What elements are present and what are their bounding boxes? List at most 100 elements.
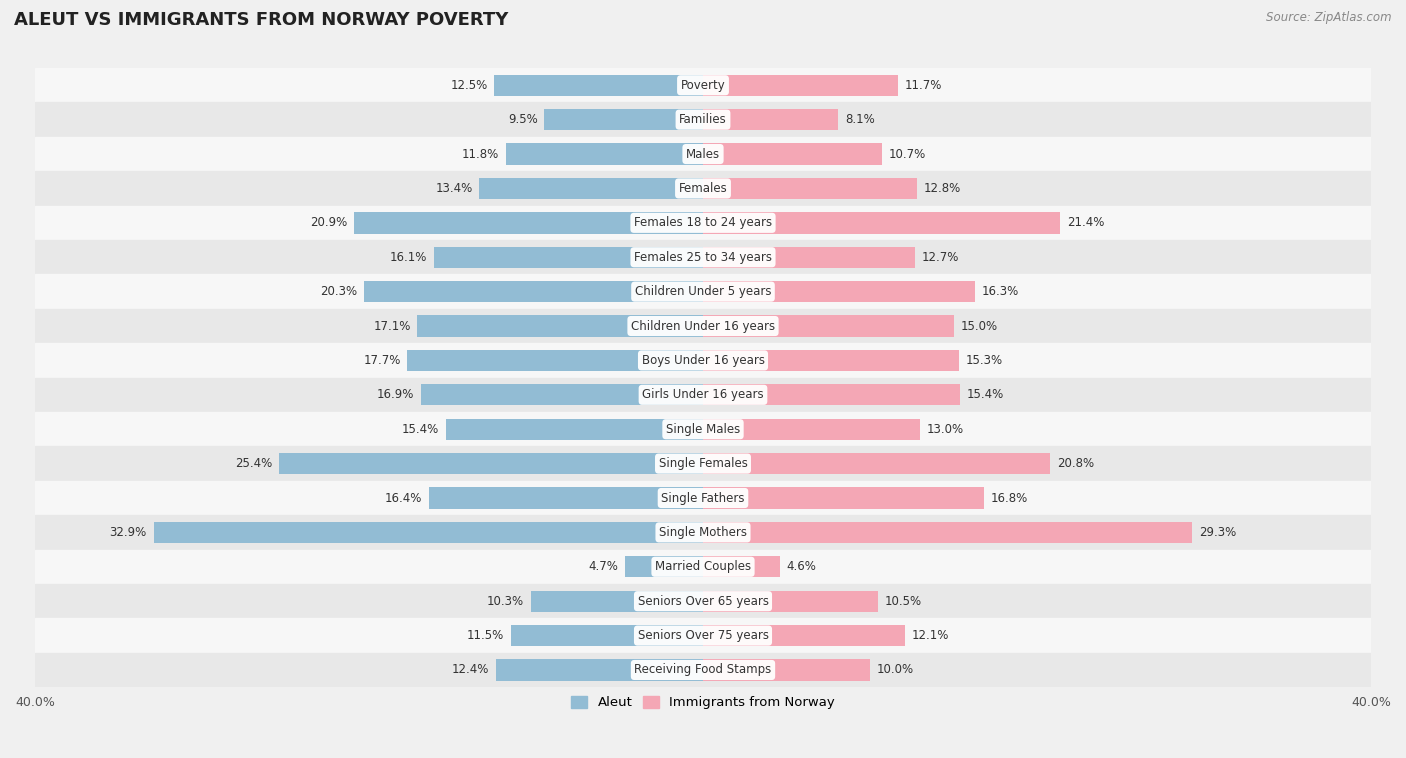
Text: 12.7%: 12.7% xyxy=(922,251,959,264)
Bar xyxy=(35,102,1371,137)
Text: Females: Females xyxy=(679,182,727,195)
Text: 11.5%: 11.5% xyxy=(467,629,505,642)
Text: 29.3%: 29.3% xyxy=(1199,526,1236,539)
Text: Single Mothers: Single Mothers xyxy=(659,526,747,539)
Bar xyxy=(506,143,703,164)
Bar xyxy=(35,137,1371,171)
Bar xyxy=(420,384,703,406)
Text: 9.5%: 9.5% xyxy=(508,113,537,126)
Bar xyxy=(35,619,1371,653)
Text: Males: Males xyxy=(686,148,720,161)
Text: ALEUT VS IMMIGRANTS FROM NORWAY POVERTY: ALEUT VS IMMIGRANTS FROM NORWAY POVERTY xyxy=(14,11,509,30)
Text: 16.3%: 16.3% xyxy=(981,285,1019,298)
Bar xyxy=(429,487,703,509)
Text: 12.8%: 12.8% xyxy=(924,182,960,195)
Text: 16.1%: 16.1% xyxy=(389,251,427,264)
Bar xyxy=(35,446,1371,481)
Text: 16.9%: 16.9% xyxy=(377,388,413,401)
Bar xyxy=(35,550,1371,584)
Bar xyxy=(703,74,898,96)
Text: 32.9%: 32.9% xyxy=(110,526,146,539)
Text: 17.7%: 17.7% xyxy=(363,354,401,367)
Bar xyxy=(703,212,1060,233)
Text: 12.5%: 12.5% xyxy=(450,79,488,92)
Bar xyxy=(703,625,905,647)
Bar xyxy=(35,205,1371,240)
Text: 4.6%: 4.6% xyxy=(786,560,817,573)
Bar xyxy=(703,453,1050,475)
Text: Single Fathers: Single Fathers xyxy=(661,491,745,505)
Text: Seniors Over 65 years: Seniors Over 65 years xyxy=(637,595,769,608)
Bar xyxy=(153,522,703,543)
Bar xyxy=(35,171,1371,205)
Text: Seniors Over 75 years: Seniors Over 75 years xyxy=(637,629,769,642)
Bar xyxy=(703,418,920,440)
Bar xyxy=(35,515,1371,550)
Text: 16.8%: 16.8% xyxy=(990,491,1028,505)
Text: Children Under 5 years: Children Under 5 years xyxy=(634,285,772,298)
Bar xyxy=(408,349,703,371)
Bar xyxy=(510,625,703,647)
Text: Boys Under 16 years: Boys Under 16 years xyxy=(641,354,765,367)
Text: 17.1%: 17.1% xyxy=(374,320,411,333)
Text: 10.7%: 10.7% xyxy=(889,148,925,161)
Bar xyxy=(364,281,703,302)
Text: 15.0%: 15.0% xyxy=(960,320,997,333)
Text: 15.3%: 15.3% xyxy=(965,354,1002,367)
Bar xyxy=(703,590,879,612)
Text: 11.8%: 11.8% xyxy=(463,148,499,161)
Bar xyxy=(35,584,1371,619)
Bar xyxy=(479,178,703,199)
Bar xyxy=(703,556,780,578)
Bar xyxy=(35,274,1371,309)
Bar xyxy=(703,178,917,199)
Text: 15.4%: 15.4% xyxy=(967,388,1004,401)
Text: 8.1%: 8.1% xyxy=(845,113,875,126)
Text: 15.4%: 15.4% xyxy=(402,423,439,436)
Text: 13.0%: 13.0% xyxy=(927,423,965,436)
Bar xyxy=(703,143,882,164)
Bar xyxy=(703,109,838,130)
Text: 21.4%: 21.4% xyxy=(1067,216,1105,230)
Bar xyxy=(703,315,953,337)
Text: 10.3%: 10.3% xyxy=(486,595,524,608)
Bar xyxy=(35,343,1371,377)
Text: Poverty: Poverty xyxy=(681,79,725,92)
Text: Source: ZipAtlas.com: Source: ZipAtlas.com xyxy=(1267,11,1392,24)
Bar xyxy=(703,349,959,371)
Bar xyxy=(495,74,703,96)
Text: 12.4%: 12.4% xyxy=(451,663,489,676)
Bar xyxy=(703,659,870,681)
Text: Children Under 16 years: Children Under 16 years xyxy=(631,320,775,333)
Text: 25.4%: 25.4% xyxy=(235,457,273,470)
Bar xyxy=(278,453,703,475)
Bar xyxy=(531,590,703,612)
Text: Females 18 to 24 years: Females 18 to 24 years xyxy=(634,216,772,230)
Bar xyxy=(446,418,703,440)
Bar xyxy=(703,522,1192,543)
Bar xyxy=(35,412,1371,446)
Bar xyxy=(496,659,703,681)
Text: 20.9%: 20.9% xyxy=(309,216,347,230)
Bar xyxy=(35,68,1371,102)
Bar xyxy=(418,315,703,337)
Text: 20.8%: 20.8% xyxy=(1057,457,1094,470)
Bar xyxy=(703,487,984,509)
Bar xyxy=(35,309,1371,343)
Bar xyxy=(434,246,703,268)
Text: Families: Families xyxy=(679,113,727,126)
Bar xyxy=(624,556,703,578)
Text: 12.1%: 12.1% xyxy=(911,629,949,642)
Text: 4.7%: 4.7% xyxy=(588,560,617,573)
Text: 10.0%: 10.0% xyxy=(877,663,914,676)
Bar xyxy=(35,481,1371,515)
Bar xyxy=(35,240,1371,274)
Bar xyxy=(703,246,915,268)
Bar xyxy=(544,109,703,130)
Text: Females 25 to 34 years: Females 25 to 34 years xyxy=(634,251,772,264)
Bar xyxy=(354,212,703,233)
Text: 10.5%: 10.5% xyxy=(884,595,922,608)
Legend: Aleut, Immigrants from Norway: Aleut, Immigrants from Norway xyxy=(565,691,841,715)
Text: Girls Under 16 years: Girls Under 16 years xyxy=(643,388,763,401)
Text: 16.4%: 16.4% xyxy=(385,491,422,505)
